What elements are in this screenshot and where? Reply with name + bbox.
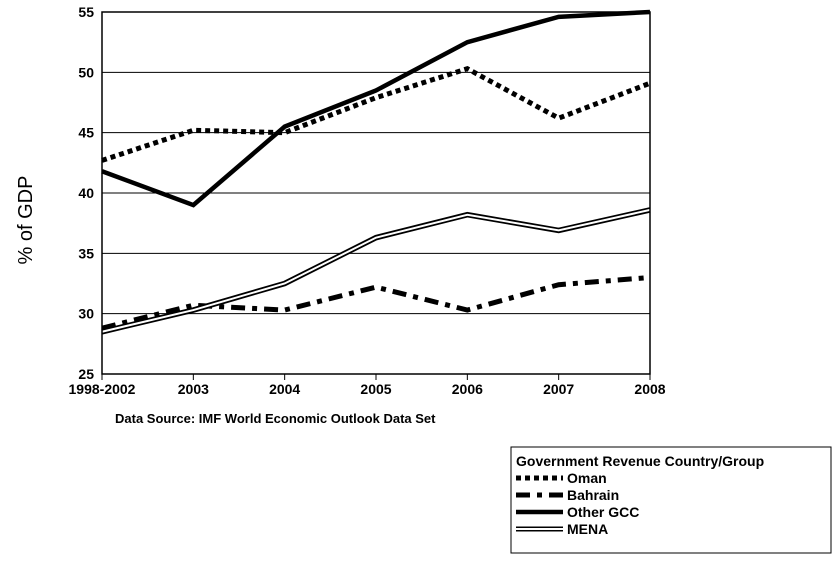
x-tick-label: 1998-2002: [69, 381, 136, 397]
y-tick-label: 30: [78, 306, 94, 322]
legend-item: Other GCC: [516, 504, 639, 520]
legend-label: Other GCC: [567, 504, 639, 520]
y-tick-label: 45: [78, 125, 94, 141]
legend-box: [510, 446, 832, 554]
x-tick-label: 2005: [360, 381, 391, 397]
x-tick-label: 2006: [452, 381, 483, 397]
y-axis-label: % of GDP: [15, 176, 37, 265]
series-line: [101, 66, 651, 163]
legend-item: MENA: [516, 521, 608, 537]
legend-label: MENA: [567, 521, 608, 537]
x-tick-label: 2003: [178, 381, 209, 397]
series-other-gcc: [101, 9, 651, 208]
series-line: [101, 9, 651, 208]
y-tick-label: 40: [78, 185, 94, 201]
legend: Government Revenue Country/Group OmanBah…: [510, 446, 832, 554]
x-tick-label: 2008: [634, 381, 665, 397]
series-line: [101, 274, 651, 331]
series-line: [101, 208, 651, 333]
legend-title: Government Revenue Country/Group: [516, 453, 764, 469]
legend-item: Bahrain: [516, 487, 619, 503]
y-tick-label: 25: [78, 366, 94, 382]
series-bahrain: [101, 274, 651, 331]
series-oman: [101, 66, 651, 163]
data-source-note: Data Source: IMF World Economic Outlook …: [115, 411, 436, 426]
y-tick-labels: 25 30 35 40 45 50 55: [78, 4, 94, 382]
y-tick-label: 35: [78, 245, 94, 261]
x-tick-labels: 1998-2002 2003 2004 2005 2006 2007 2008: [69, 374, 666, 397]
series-mena: [101, 207, 651, 335]
x-tick-label: 2007: [543, 381, 574, 397]
x-tick-label: 2004: [269, 381, 300, 397]
legend-label: Bahrain: [567, 487, 619, 503]
y-tick-label: 50: [78, 64, 94, 80]
gridlines: [102, 71, 650, 315]
legend-item: Oman: [516, 470, 607, 486]
y-tick-label: 55: [78, 4, 94, 20]
series-lines: [101, 9, 651, 335]
legend-label: Oman: [567, 470, 607, 486]
